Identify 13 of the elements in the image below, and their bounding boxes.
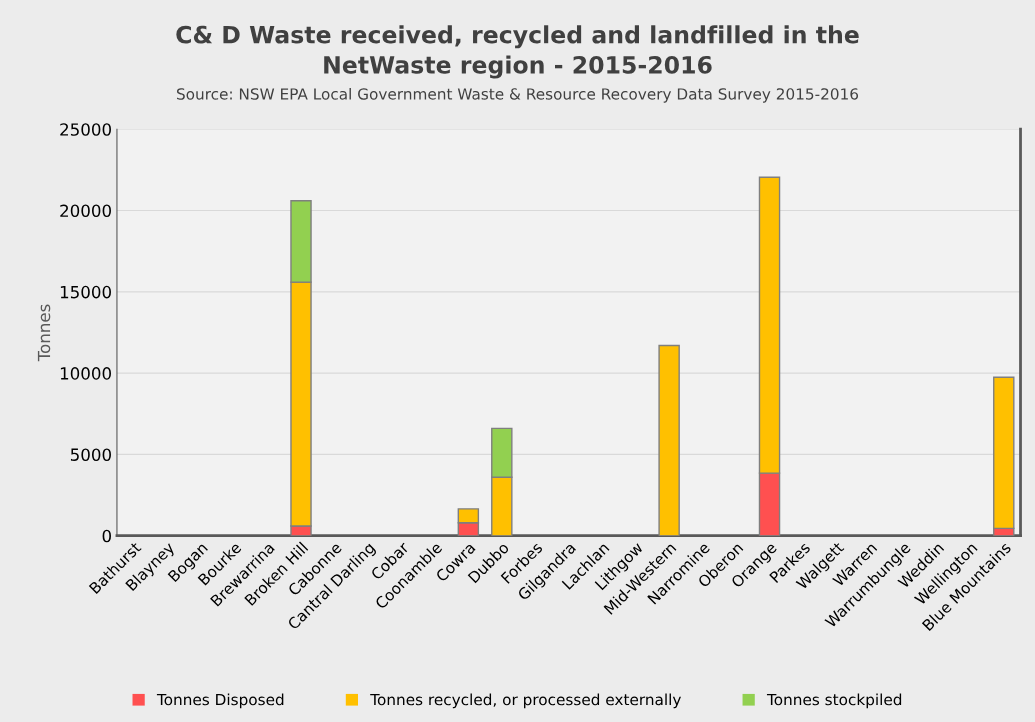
bar xyxy=(658,344,680,536)
legend-label: Tonnes Disposed xyxy=(156,693,284,709)
y-axis-title: Tonnes xyxy=(37,304,51,362)
y-tick-label: 0 xyxy=(102,529,111,543)
y-tick-label: 10000 xyxy=(60,367,111,380)
y-tick-label: 25000 xyxy=(60,123,111,136)
y-tick-label: 20000 xyxy=(60,204,111,218)
legend-label: Tonnes recycled, or processed externally xyxy=(370,693,681,709)
legend-label: Tonnes stockpiled xyxy=(766,693,902,709)
chart-subtitle: Source: NSW EPA Local Government Waste & Resource Recovery Data Survey 2015-2016 xyxy=(176,87,859,103)
y-tick-label: 5000 xyxy=(70,448,111,461)
chart-title: C& D Waste received, recycled and landfilled in the NetWaste region - 2015-2016 xyxy=(176,25,859,79)
y-tick-label: 15000 xyxy=(60,285,111,299)
